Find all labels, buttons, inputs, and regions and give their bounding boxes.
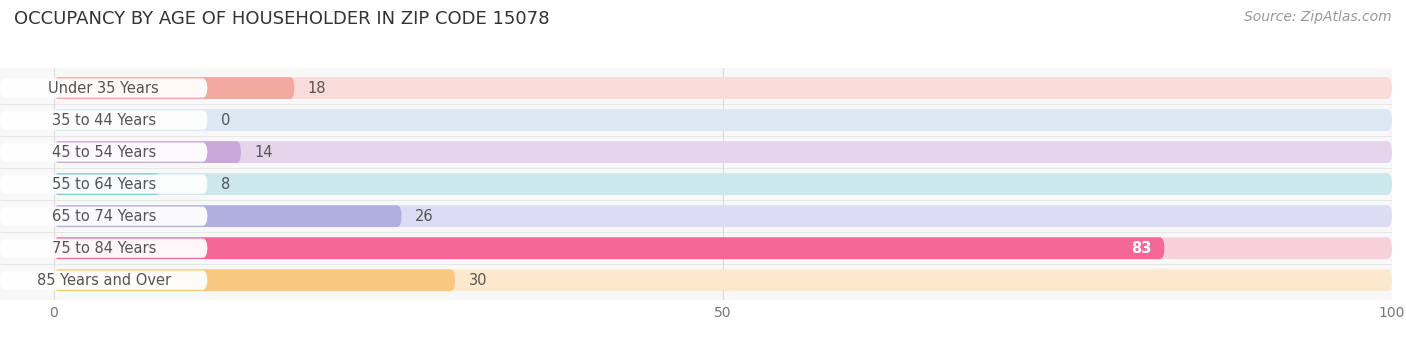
FancyBboxPatch shape (53, 77, 294, 99)
Text: 83: 83 (1130, 241, 1152, 256)
FancyBboxPatch shape (0, 175, 208, 194)
FancyBboxPatch shape (53, 237, 1164, 259)
Text: 85 Years and Over: 85 Years and Over (37, 273, 170, 288)
Text: Source: ZipAtlas.com: Source: ZipAtlas.com (1244, 10, 1392, 24)
Text: 0: 0 (221, 113, 231, 128)
Text: 55 to 64 Years: 55 to 64 Years (52, 177, 156, 192)
FancyBboxPatch shape (0, 271, 208, 290)
FancyBboxPatch shape (53, 141, 1392, 163)
Text: 35 to 44 Years: 35 to 44 Years (52, 113, 156, 128)
FancyBboxPatch shape (0, 110, 208, 130)
FancyBboxPatch shape (53, 173, 1392, 195)
FancyBboxPatch shape (53, 109, 1392, 131)
FancyBboxPatch shape (53, 141, 240, 163)
Text: 30: 30 (468, 273, 486, 288)
Text: 75 to 84 Years: 75 to 84 Years (52, 241, 156, 256)
FancyBboxPatch shape (53, 269, 456, 291)
Text: 26: 26 (415, 209, 433, 224)
Text: 14: 14 (254, 145, 273, 160)
FancyBboxPatch shape (0, 239, 208, 258)
FancyBboxPatch shape (53, 205, 402, 227)
Text: 8: 8 (221, 177, 231, 192)
Text: 18: 18 (308, 80, 326, 95)
Text: 45 to 54 Years: 45 to 54 Years (52, 145, 156, 160)
FancyBboxPatch shape (0, 78, 208, 98)
FancyBboxPatch shape (53, 237, 1392, 259)
FancyBboxPatch shape (0, 143, 208, 162)
Text: OCCUPANCY BY AGE OF HOUSEHOLDER IN ZIP CODE 15078: OCCUPANCY BY AGE OF HOUSEHOLDER IN ZIP C… (14, 10, 550, 28)
FancyBboxPatch shape (53, 173, 160, 195)
FancyBboxPatch shape (53, 77, 1392, 99)
FancyBboxPatch shape (53, 205, 1392, 227)
Text: 65 to 74 Years: 65 to 74 Years (52, 209, 156, 224)
FancyBboxPatch shape (0, 207, 208, 226)
FancyBboxPatch shape (53, 269, 1392, 291)
Text: Under 35 Years: Under 35 Years (48, 80, 159, 95)
